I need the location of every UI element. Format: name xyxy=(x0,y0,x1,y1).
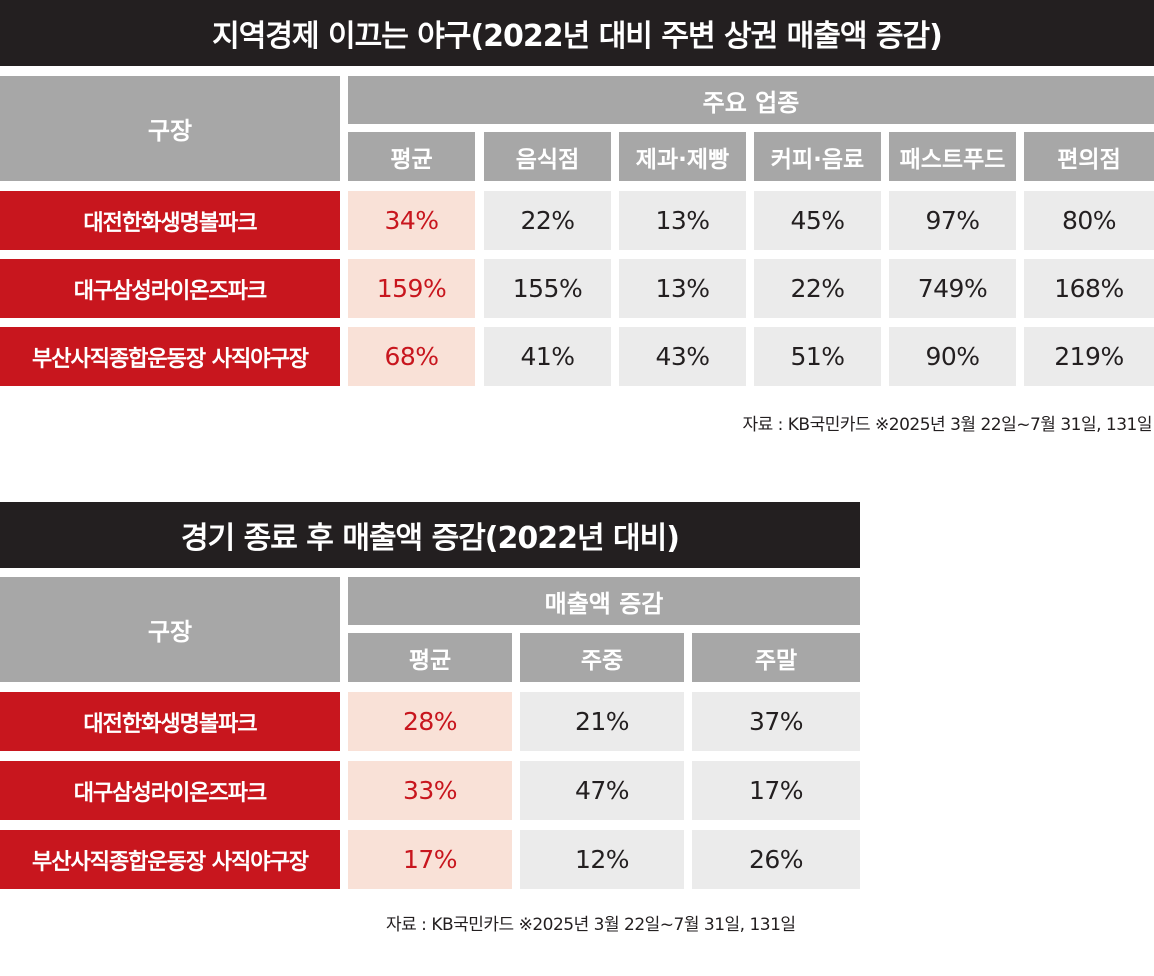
table2-col-header: 주말 xyxy=(692,633,860,682)
table2-cell: 21% xyxy=(520,692,684,751)
table1-cell: 45% xyxy=(754,191,881,250)
table1-cell: 51% xyxy=(754,327,881,386)
table1-title: 지역경제 이끄는 야구(2022년 대비 주변 상권 매출액 증감) xyxy=(0,0,1154,66)
table2-row-label: 대구삼성라이온즈파크 xyxy=(0,761,340,820)
table1-col-header: 음식점 xyxy=(484,132,611,181)
table1-col-header: 평균 xyxy=(348,132,475,181)
table1-cell: 41% xyxy=(484,327,611,386)
table1-cell: 80% xyxy=(1024,191,1154,250)
table1-cell: 97% xyxy=(889,191,1016,250)
table1-cell: 155% xyxy=(484,259,611,318)
table2-col-header: 주중 xyxy=(520,633,684,682)
table1-cell-average: 34% xyxy=(348,191,475,250)
table2-cell: 17% xyxy=(692,761,860,820)
table1-cell: 749% xyxy=(889,259,1016,318)
table1-source-note: 자료 : KB국민카드 ※2025년 3월 22일~7월 31일, 131일 xyxy=(742,415,1152,435)
table2-cell: 37% xyxy=(692,692,860,751)
table1-cell: 90% xyxy=(889,327,1016,386)
table2-cell-average: 33% xyxy=(348,761,512,820)
table1-cell-average: 68% xyxy=(348,327,475,386)
table2-source-note: 자료 : KB국민카드 ※2025년 3월 22일~7월 31일, 131일 xyxy=(386,915,796,935)
table1-cell-average: 159% xyxy=(348,259,475,318)
table1-cell: 22% xyxy=(484,191,611,250)
table1-group-header: 주요 업종 xyxy=(348,76,1154,124)
table1-stadium-header: 구장 xyxy=(0,76,340,181)
table2-row-label: 대전한화생명볼파크 xyxy=(0,692,340,751)
table2-stadium-header: 구장 xyxy=(0,577,340,682)
table2-cell: 47% xyxy=(520,761,684,820)
table1-cell: 168% xyxy=(1024,259,1154,318)
table2-row-label: 부산사직종합운동장 사직야구장 xyxy=(0,830,340,889)
table1-row-label: 대전한화생명볼파크 xyxy=(0,191,340,250)
table1-col-header: 편의점 xyxy=(1024,132,1154,181)
table2-col-header: 평균 xyxy=(348,633,512,682)
table2-cell: 12% xyxy=(520,830,684,889)
table1-cell: 22% xyxy=(754,259,881,318)
table2-cell-average: 28% xyxy=(348,692,512,751)
table1-row-label: 부산사직종합운동장 사직야구장 xyxy=(0,327,340,386)
table1-col-header: 제과·제빵 xyxy=(619,132,746,181)
table2-title: 경기 종료 후 매출액 증감(2022년 대비) xyxy=(0,502,860,568)
table1-cell: 13% xyxy=(619,191,746,250)
table1-col-header: 커피·음료 xyxy=(754,132,881,181)
table2-cell-average: 17% xyxy=(348,830,512,889)
table1-cell: 43% xyxy=(619,327,746,386)
table1-row-label: 대구삼성라이온즈파크 xyxy=(0,259,340,318)
table1-cell: 13% xyxy=(619,259,746,318)
table2-group-header: 매출액 증감 xyxy=(348,577,860,625)
table1-col-header: 패스트푸드 xyxy=(889,132,1016,181)
table2-cell: 26% xyxy=(692,830,860,889)
table1-cell: 219% xyxy=(1024,327,1154,386)
